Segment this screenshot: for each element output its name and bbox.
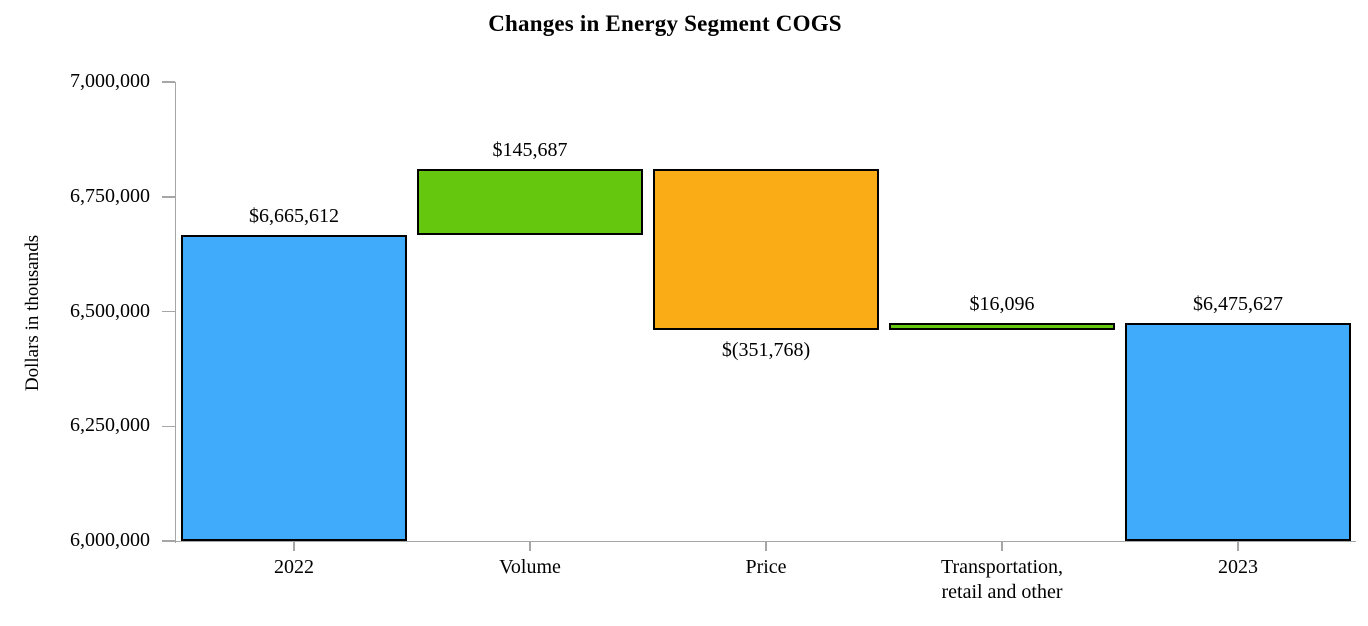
x-tick [1237, 542, 1239, 551]
x-tick-label-2023: 2023 [1218, 556, 1258, 578]
bar-2022 [181, 235, 407, 541]
y-tick-label: 6,250,000 [70, 414, 150, 437]
y-tick [161, 310, 175, 313]
x-tick-label-volume: Volume [499, 556, 561, 578]
x-tick-label-transportation-retail-and-other: Transportation, retail and other [940, 556, 1064, 603]
bar-value-label-volume: $145,687 [492, 138, 568, 161]
y-tick-label: 6,500,000 [70, 299, 150, 322]
bar-value-label-2023: $6,475,627 [1193, 292, 1283, 315]
x-axis-line [176, 540, 1356, 542]
bar-2023 [1125, 322, 1351, 541]
bar-volume [417, 168, 643, 236]
chart-title: Changes in Energy Segment COGS [488, 11, 842, 36]
bar-transportation-retail-and-other [889, 322, 1115, 331]
y-tick-label: 6,750,000 [70, 184, 150, 207]
x-tick [529, 542, 531, 551]
y-axis-line [174, 82, 176, 543]
x-tick [765, 542, 767, 551]
y-tick-label: 6,000,000 [70, 529, 150, 551]
y-tick-label: 7,000,000 [70, 70, 150, 92]
y-tick [161, 540, 175, 542]
bar-value-label-transportation-retail-and-other: $16,096 [969, 292, 1035, 315]
bar-price [653, 168, 879, 331]
y-tick [161, 425, 175, 427]
x-tick-label-2022: 2022 [274, 556, 314, 578]
x-tick [1001, 542, 1003, 551]
x-tick [293, 542, 295, 551]
bar-value-label-price: $(351,768) [721, 339, 811, 362]
bar-value-label-2022: $6,665,612 [249, 205, 339, 228]
x-tick-label-price: Price [745, 556, 787, 578]
y-tick [161, 81, 175, 83]
y-tick [161, 196, 175, 198]
